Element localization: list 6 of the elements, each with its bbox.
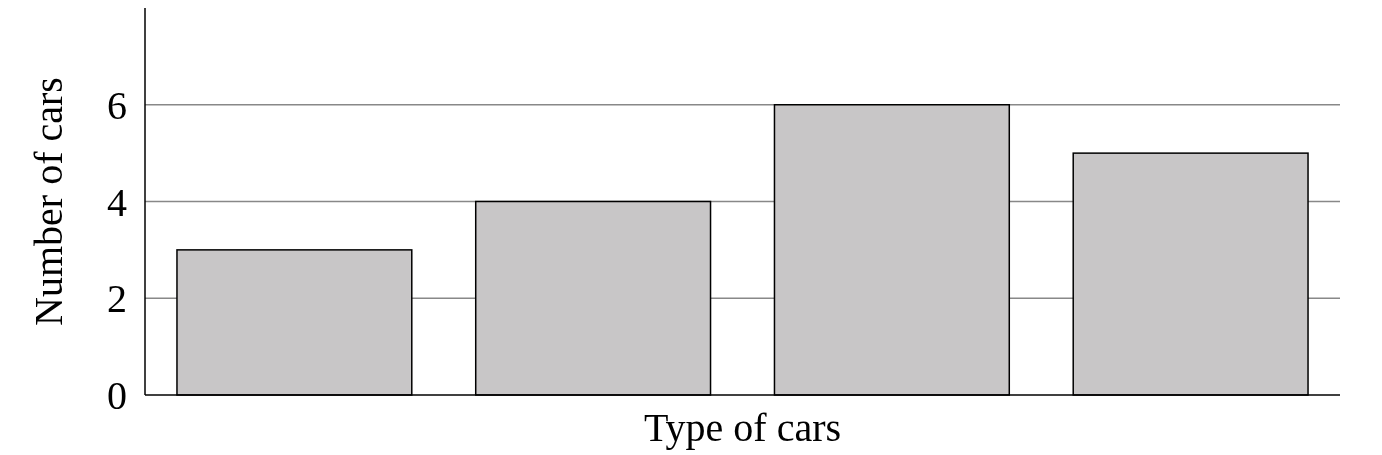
y-tick-label: 0 — [107, 373, 127, 418]
y-axis-title: Number of cars — [26, 77, 71, 326]
y-tick-label: 6 — [107, 82, 127, 128]
y-tick-label: 2 — [107, 276, 127, 322]
y-tick-label: 4 — [107, 179, 127, 225]
x-axis-title: Type of cars — [643, 405, 842, 450]
